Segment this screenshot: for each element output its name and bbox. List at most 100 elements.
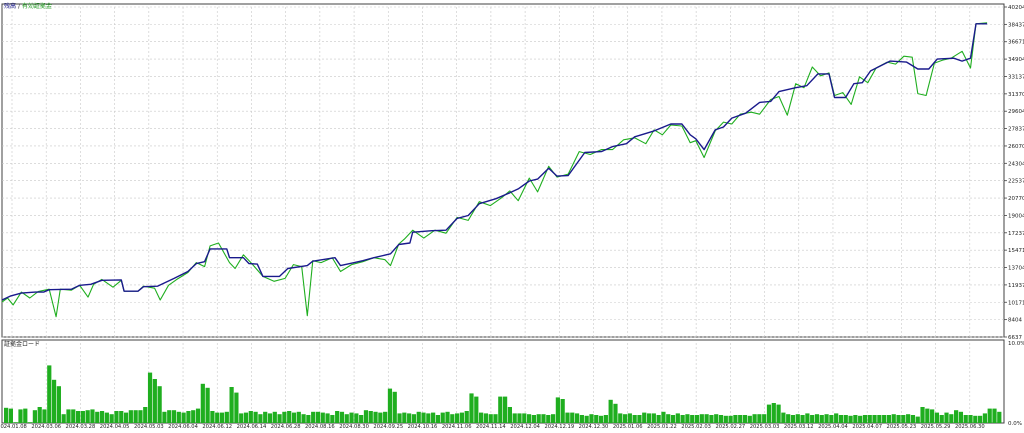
x-tick-label: 2024.03.28 (66, 424, 96, 429)
margin-load-bar (450, 414, 455, 423)
margin-load-bar (354, 413, 359, 423)
legend-separator: / (17, 3, 20, 10)
margin-load-bar (694, 415, 700, 423)
margin-load-bar (18, 409, 23, 423)
margin-load-bar (287, 411, 292, 423)
margin-load-bar (27, 422, 33, 423)
margin-load-bar (157, 386, 162, 423)
margin-load-bar (51, 379, 57, 423)
margin-load-bar (195, 408, 201, 423)
y-tick-label: 40204 (1008, 5, 1024, 11)
margin-load-bar (963, 415, 968, 423)
margin-load-bar (267, 413, 273, 423)
margin-load-bar (522, 413, 527, 423)
margin-load-bar (699, 414, 704, 423)
x-tick-label: 2024.06.12 (202, 424, 232, 429)
margin-load-bar (483, 413, 489, 423)
margin-load-bar (387, 388, 393, 423)
margin-load-bar (42, 409, 47, 423)
x-tick-label: 2025.03.12 (784, 424, 814, 429)
x-tick-label: 2024.04.05 (100, 424, 130, 429)
margin-load-bar (368, 411, 373, 423)
margin-load-bar (167, 410, 172, 423)
margin-load-bar (675, 413, 680, 423)
margin-load-bar (191, 410, 196, 423)
margin-load-bar (85, 410, 90, 423)
margin-load-bar (61, 414, 66, 423)
margin-load-bar (546, 415, 551, 423)
margin-load-bar (728, 415, 733, 423)
equity-line (1, 22, 988, 318)
y-tick-label: 6637 (1008, 335, 1022, 341)
margin-load-bar (407, 413, 412, 423)
y-tick-label: 29604 (1008, 109, 1024, 115)
margin-load-legend: 証拠金ロード (4, 341, 41, 348)
margin-load-bar (968, 415, 973, 423)
x-tick-label: 2024.06.14 (237, 424, 267, 429)
margin-load-bar (469, 393, 474, 423)
margin-load-bar (776, 404, 781, 423)
margin-load-bar (445, 411, 450, 423)
margin-load-bar (4, 407, 9, 423)
margin-load-bar (838, 415, 844, 423)
legend-balance: 残高 (4, 3, 17, 10)
x-tick-label: 2025.06.30 (955, 424, 985, 429)
margin-load-bar (738, 415, 743, 423)
margin-load-bar (431, 412, 436, 423)
margin-load-bar (219, 412, 225, 423)
margin-load-bar (594, 415, 599, 423)
margin-load-bar (344, 414, 349, 423)
margin-load-bar (920, 407, 925, 423)
margin-load-bar (200, 383, 205, 423)
margin-load-bar (330, 415, 335, 423)
margin-load-bar (80, 411, 85, 423)
margin-load-bar (670, 415, 676, 423)
margin-load-bar (579, 415, 584, 423)
margin-load-bar (790, 415, 796, 423)
margin-load-bar (392, 391, 397, 423)
margin-load-bar (723, 415, 728, 423)
margin-load-bar (493, 414, 498, 423)
y-tick-label: 8404 (1008, 318, 1022, 324)
margin-load-bar (805, 413, 810, 423)
margin-load-bar (421, 412, 426, 423)
margin-load-bar (550, 414, 556, 423)
margin-load-bar (886, 415, 892, 423)
y-tick-label: 17237 (1008, 231, 1024, 237)
margin-load-bar (23, 408, 28, 423)
x-tick-label: 2024.06.04 (168, 424, 198, 429)
margin-load-bar (128, 410, 133, 423)
margin-load-bar (598, 415, 604, 423)
margin-load-bar (934, 412, 940, 423)
margin-load-bar (685, 414, 690, 423)
margin-load-bar (603, 415, 608, 423)
y-tick-label: 24304 (1008, 161, 1024, 167)
margin-load-bar (747, 415, 752, 423)
y-tick-label: 33137 (1008, 74, 1024, 80)
margin-load-bar (800, 415, 805, 423)
y-tick-label: 26070 (1008, 144, 1024, 150)
margin-load-bar (239, 413, 244, 423)
y-tick-label: 31370 (1008, 92, 1024, 98)
margin-load-bar (882, 415, 887, 423)
margin-load-bar (555, 397, 560, 423)
margin-load-bar (306, 415, 311, 423)
margin-load-bars (4, 365, 1002, 423)
x-tick-label: 2025.02.27 (715, 424, 745, 429)
margin-load-bar (680, 415, 685, 423)
margin-load-bar (282, 411, 287, 423)
margin-load-bar (224, 411, 229, 423)
margin-load-bar (435, 415, 441, 423)
margin-load-bar (397, 413, 402, 423)
margin-load-bar (829, 415, 834, 423)
margin-load-bar (205, 387, 210, 423)
x-tick-label: 2024.05.03 (134, 424, 164, 429)
y-tick-label: 34904 (1008, 57, 1024, 63)
y-tick-label: 22537 (1008, 179, 1024, 185)
margin-load-bar (71, 409, 76, 423)
margin-load-bar (109, 414, 114, 423)
margin-load-bar (584, 415, 589, 423)
margin-load-bar (176, 411, 181, 423)
margin-load-bar (872, 415, 877, 423)
